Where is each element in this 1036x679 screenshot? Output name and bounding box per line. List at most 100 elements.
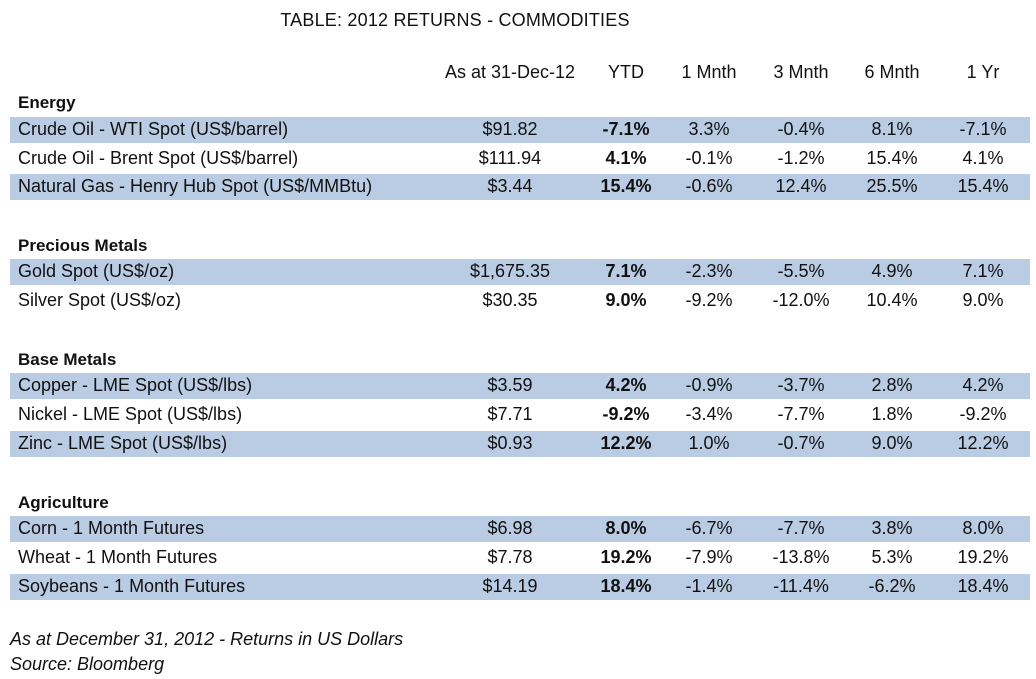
header-3-month: 3 Mnth	[773, 62, 829, 82]
row-1-year: 9.0%	[962, 290, 1004, 310]
footnote: As at December 31, 2012 - Returns in US …	[10, 627, 403, 677]
row-1-month: -3.4%	[685, 404, 733, 424]
row-name: Nickel - LME Spot (US$/lbs)	[18, 404, 243, 424]
row-3-month: -7.7%	[777, 404, 825, 424]
row-ytd: 8.0%	[605, 518, 647, 538]
row-1-year: 8.0%	[962, 518, 1004, 538]
row-1-month: -1.4%	[685, 576, 733, 596]
table-row: Nickel - LME Spot (US$/lbs) $7.71 -9.2% …	[10, 402, 1030, 428]
section-title-agriculture: Agriculture	[18, 493, 109, 512]
section-title-base-metals: Base Metals	[18, 350, 117, 369]
header-1-year: 1 Yr	[966, 62, 1000, 82]
row-name: Zinc - LME Spot (US$/lbs)	[18, 433, 228, 453]
header-price: As at 31-Dec-12	[444, 62, 576, 82]
row-1-month: -6.7%	[685, 518, 733, 538]
table-title: TABLE: 2012 RETURNS - COMMODITIES	[280, 10, 630, 30]
row-name: Crude Oil - Brent Spot (US$/barrel)	[18, 148, 299, 168]
row-6-month: 4.9%	[871, 261, 913, 281]
table-row: Silver Spot (US$/oz) $30.35 9.0% -9.2% -…	[10, 288, 1030, 314]
row-price: $0.93	[487, 433, 533, 453]
row-name: Corn - 1 Month Futures	[18, 518, 205, 538]
row-price: $111.94	[478, 148, 542, 168]
row-name: Wheat - 1 Month Futures	[18, 547, 218, 567]
row-1-month: -0.9%	[685, 375, 733, 395]
row-price: $14.19	[482, 576, 538, 596]
row-ytd: 4.1%	[605, 148, 647, 168]
section-title-energy: Energy	[18, 93, 76, 112]
row-1-month: -9.2%	[685, 290, 733, 310]
row-price: $7.78	[487, 547, 533, 567]
row-6-month: 10.4%	[866, 290, 918, 310]
row-3-month: -0.4%	[777, 119, 825, 139]
row-3-month: -12.0%	[772, 290, 830, 310]
row-6-month: 5.3%	[871, 547, 913, 567]
row-price: $3.44	[487, 176, 533, 196]
row-3-month: -0.7%	[777, 433, 825, 453]
header-6-month: 6 Mnth	[864, 62, 920, 82]
row-name: Crude Oil - WTI Spot (US$/barrel)	[18, 119, 289, 139]
row-1-month: -2.3%	[685, 261, 733, 281]
row-3-month: -13.8%	[772, 547, 830, 567]
row-3-month: -1.2%	[777, 148, 825, 168]
row-3-month: -11.4%	[773, 576, 829, 596]
row-1-year: -9.2%	[959, 404, 1007, 424]
row-ytd: -9.2%	[602, 404, 650, 424]
row-1-year: -7.1%	[959, 119, 1007, 139]
table-row: Wheat - 1 Month Futures $7.78 19.2% -7.9…	[10, 545, 1030, 571]
row-6-month: -6.2%	[868, 576, 916, 596]
row-ytd: 12.2%	[600, 433, 652, 453]
row-ytd: 18.4%	[600, 576, 652, 596]
row-3-month: -5.5%	[777, 261, 825, 281]
table-row: Crude Oil - Brent Spot (US$/barrel) $111…	[10, 146, 1030, 172]
row-name: Soybeans - 1 Month Futures	[18, 576, 246, 596]
row-1-year: 4.2%	[962, 375, 1004, 395]
row-3-month: -7.7%	[777, 518, 825, 538]
row-1-year: 19.2%	[957, 547, 1009, 567]
row-3-month: -3.7%	[777, 375, 825, 395]
row-6-month: 3.8%	[871, 518, 913, 538]
table-row: Copper - LME Spot (US$/lbs) $3.59 4.2% -…	[10, 373, 1030, 399]
row-name: Silver Spot (US$/oz)	[18, 290, 182, 310]
row-ytd: 9.0%	[605, 290, 647, 310]
header-1-month: 1 Mnth	[681, 62, 737, 82]
row-name: Gold Spot (US$/oz)	[18, 261, 175, 281]
row-6-month: 15.4%	[866, 148, 918, 168]
row-1-month: 1.0%	[688, 433, 730, 453]
row-1-month: 3.3%	[688, 119, 730, 139]
section-title-precious-metals: Precious Metals	[18, 236, 148, 255]
row-ytd: -7.1%	[602, 119, 650, 139]
row-1-year: 12.2%	[957, 433, 1009, 453]
row-ytd: 4.2%	[605, 375, 647, 395]
row-3-month: 12.4%	[775, 176, 827, 196]
row-price: $1,675.35	[469, 261, 551, 281]
header-ytd: YTD	[608, 62, 644, 82]
row-6-month: 8.1%	[871, 119, 913, 139]
row-6-month: 9.0%	[871, 433, 913, 453]
row-ytd: 15.4%	[600, 176, 652, 196]
row-1-year: 7.1%	[962, 261, 1004, 281]
row-ytd: 7.1%	[605, 261, 647, 281]
row-6-month: 25.5%	[866, 176, 918, 196]
table-row: Zinc - LME Spot (US$/lbs) $0.93 12.2% 1.…	[10, 431, 1030, 457]
row-price: $7.71	[487, 404, 533, 424]
row-1-month: -7.9%	[685, 547, 733, 567]
footnote-source: Source: Bloomberg	[10, 654, 165, 674]
column-header-row: As at 31-Dec-12 YTD 1 Mnth 3 Mnth 6 Mnth…	[0, 62, 1036, 90]
row-1-year: 18.4%	[957, 576, 1009, 596]
row-1-month: -0.1%	[685, 148, 733, 168]
row-6-month: 1.8%	[871, 404, 913, 424]
table-row: Corn - 1 Month Futures $6.98 8.0% -6.7% …	[10, 516, 1030, 542]
table-row: Gold Spot (US$/oz) $1,675.35 7.1% -2.3% …	[10, 259, 1030, 285]
row-name: Copper - LME Spot (US$/lbs)	[18, 375, 253, 395]
row-1-month: -0.6%	[685, 176, 733, 196]
row-name: Natural Gas - Henry Hub Spot (US$/MMBtu)	[18, 176, 373, 196]
row-1-year: 15.4%	[957, 176, 1009, 196]
row-1-year: 4.1%	[962, 148, 1004, 168]
table-row: Soybeans - 1 Month Futures $14.19 18.4% …	[10, 574, 1030, 600]
row-price: $91.82	[482, 119, 538, 139]
row-ytd: 19.2%	[600, 547, 652, 567]
row-price: $30.35	[482, 290, 538, 310]
row-price: $3.59	[487, 375, 533, 395]
row-price: $6.98	[487, 518, 533, 538]
row-6-month: 2.8%	[871, 375, 913, 395]
